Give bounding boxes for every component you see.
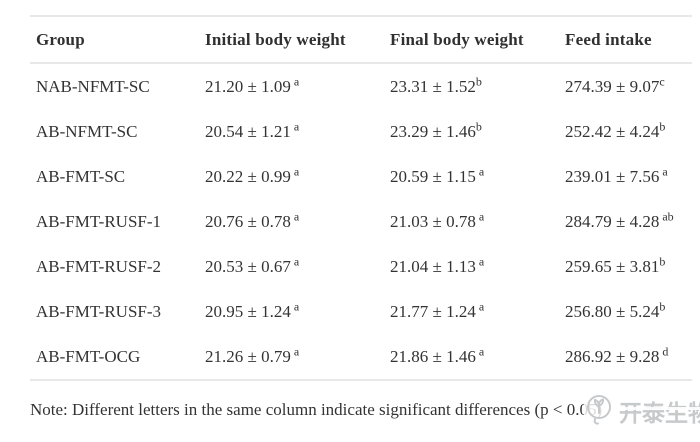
cell-value: 252.42 ± 4.24: [565, 121, 660, 141]
final-weight-cell: 23.31 ± 1.52b: [384, 63, 559, 109]
cell-value: 20.22 ± 0.99: [205, 166, 291, 186]
significance-superscript: a: [475, 163, 485, 178]
cell-value: 21.03 ± 0.78: [390, 211, 476, 231]
feed-intake-cell: 239.01 ± 7.56 a: [559, 154, 692, 199]
significance-superscript: a: [290, 298, 300, 313]
cell-value: 23.29 ± 1.46: [390, 121, 476, 141]
initial-weight-cell: 20.54 ± 1.21 a: [199, 109, 384, 154]
group-cell: AB-FMT-RUSF-2: [36, 256, 162, 276]
significance-superscript: a: [290, 208, 300, 223]
feed-intake-cell: 274.39 ± 9.07c: [559, 63, 692, 109]
cell-value: 20.59 ± 1.15: [390, 166, 476, 186]
cell-value: 239.01 ± 7.56: [565, 166, 660, 186]
group-cell: AB-FMT-RUSF-3: [36, 301, 162, 321]
group-cell: AB-FMT-OCG: [30, 334, 199, 381]
significance-superscript: a: [290, 163, 300, 178]
final-weight-cell: 21.77 ± 1.24 a: [384, 289, 559, 334]
cell-value: 20.53 ± 0.67: [205, 256, 291, 276]
cell-value: 21.86 ± 1.46: [390, 346, 476, 366]
significance-superscript: d: [659, 343, 669, 358]
significance-superscript: ab: [659, 208, 674, 223]
significance-superscript: a: [475, 343, 485, 358]
final-weight-cell: 20.59 ± 1.15 a: [384, 154, 559, 199]
table-row: AB-FMT-RUSF-1 20.76 ± 0.78 a 21.03 ± 0.7…: [30, 199, 692, 244]
cell-value: 256.80 ± 5.24: [565, 301, 660, 321]
initial-weight-cell: 21.26 ± 0.79 a: [199, 334, 384, 381]
cell-value: 20.54 ± 1.21: [205, 121, 291, 141]
significance-superscript: a: [290, 253, 300, 268]
cell-value: 286.92 ± 9.28: [565, 346, 660, 366]
feed-intake-cell: 286.92 ± 9.28 d: [559, 334, 692, 381]
cell-value: 20.95 ± 1.24: [205, 301, 291, 321]
table-row: NAB-NFMT-SC 21.20 ± 1.09 a 23.31 ± 1.52b…: [30, 63, 692, 109]
significance-superscript: b: [659, 253, 666, 268]
initial-weight-cell: 21.20 ± 1.09 a: [199, 63, 384, 109]
table-note: Note: Different letters in the same colu…: [30, 400, 602, 420]
feed-intake-cell: 259.65 ± 3.81b: [559, 244, 692, 289]
column-header-final-body-weight: Final body weight: [384, 15, 559, 64]
significance-superscript: b: [475, 118, 482, 133]
significance-superscript: a: [475, 208, 485, 223]
cell-value: 21.20 ± 1.09: [205, 76, 291, 96]
significance-superscript: b: [659, 298, 666, 313]
group-cell: AB-FMT-RUSF-1: [36, 211, 162, 231]
significance-superscript: a: [290, 118, 300, 133]
cell-value: 21.26 ± 0.79: [205, 346, 291, 366]
cell-value: 259.65 ± 3.81: [565, 256, 660, 276]
table-row: AB-FMT-RUSF-2 20.53 ± 0.67 a 21.04 ± 1.1…: [30, 244, 692, 289]
final-weight-cell: 21.04 ± 1.13 a: [384, 244, 559, 289]
body-weight-feed-intake-table: Group Initial body weight Final body wei…: [30, 15, 692, 381]
significance-superscript: a: [659, 163, 668, 178]
watermark-text: 开泰生物: [616, 394, 700, 428]
group-cell: NAB-NFMT-SC: [36, 76, 150, 96]
significance-superscript: c: [659, 73, 665, 88]
final-weight-cell: 23.29 ± 1.46b: [384, 109, 559, 154]
feed-intake-cell: 252.42 ± 4.24b: [559, 109, 692, 154]
initial-weight-cell: 20.22 ± 0.99 a: [199, 154, 384, 199]
table-row: AB-FMT-OCG 21.26 ± 0.79 a 21.86 ± 1.46 a…: [30, 334, 692, 381]
watermark: 开泰生物: [584, 385, 700, 437]
table-header-row: Group Initial body weight Final body wei…: [30, 15, 692, 64]
table-row: AB-NFMT-SC 20.54 ± 1.21 a 23.29 ± 1.46b …: [30, 109, 692, 154]
significance-superscript: b: [659, 118, 666, 133]
final-weight-cell: 21.86 ± 1.46 a: [384, 334, 559, 381]
group-cell: AB-FMT-SC: [36, 166, 126, 186]
significance-superscript: a: [475, 298, 485, 313]
cell-value: 21.77 ± 1.24: [390, 301, 476, 321]
significance-superscript: a: [290, 343, 300, 358]
significance-superscript: a: [290, 73, 300, 88]
feed-intake-cell: 284.79 ± 4.28 ab: [559, 199, 692, 244]
initial-weight-cell: 20.76 ± 0.78 a: [199, 199, 384, 244]
cell-value: 23.31 ± 1.52: [390, 76, 476, 96]
column-header-initial-body-weight: Initial body weight: [199, 15, 384, 64]
note-text: Note: Different letters in the same colu…: [30, 400, 603, 419]
table-row: AB-FMT-SC 20.22 ± 0.99 a 20.59 ± 1.15 a …: [30, 154, 692, 199]
cell-value: 274.39 ± 9.07: [565, 76, 660, 96]
feed-intake-cell: 256.80 ± 5.24b: [559, 289, 692, 334]
final-weight-cell: 21.03 ± 0.78 a: [384, 199, 559, 244]
initial-weight-cell: 20.53 ± 0.67 a: [199, 244, 384, 289]
significance-superscript: a: [475, 253, 485, 268]
initial-weight-cell: 20.95 ± 1.24 a: [199, 289, 384, 334]
significance-superscript: b: [475, 73, 482, 88]
group-cell: AB-NFMT-SC: [36, 121, 138, 141]
cell-value: 21.04 ± 1.13: [390, 256, 476, 276]
column-header-group: Group: [30, 15, 199, 64]
cell-value: 284.79 ± 4.28: [565, 211, 660, 231]
plant-in-circle-icon: [584, 391, 616, 431]
column-header-feed-intake: Feed intake: [559, 15, 692, 64]
cell-value: 20.76 ± 0.78: [205, 211, 291, 231]
table-row: AB-FMT-RUSF-3 20.95 ± 1.24 a 21.77 ± 1.2…: [30, 289, 692, 334]
